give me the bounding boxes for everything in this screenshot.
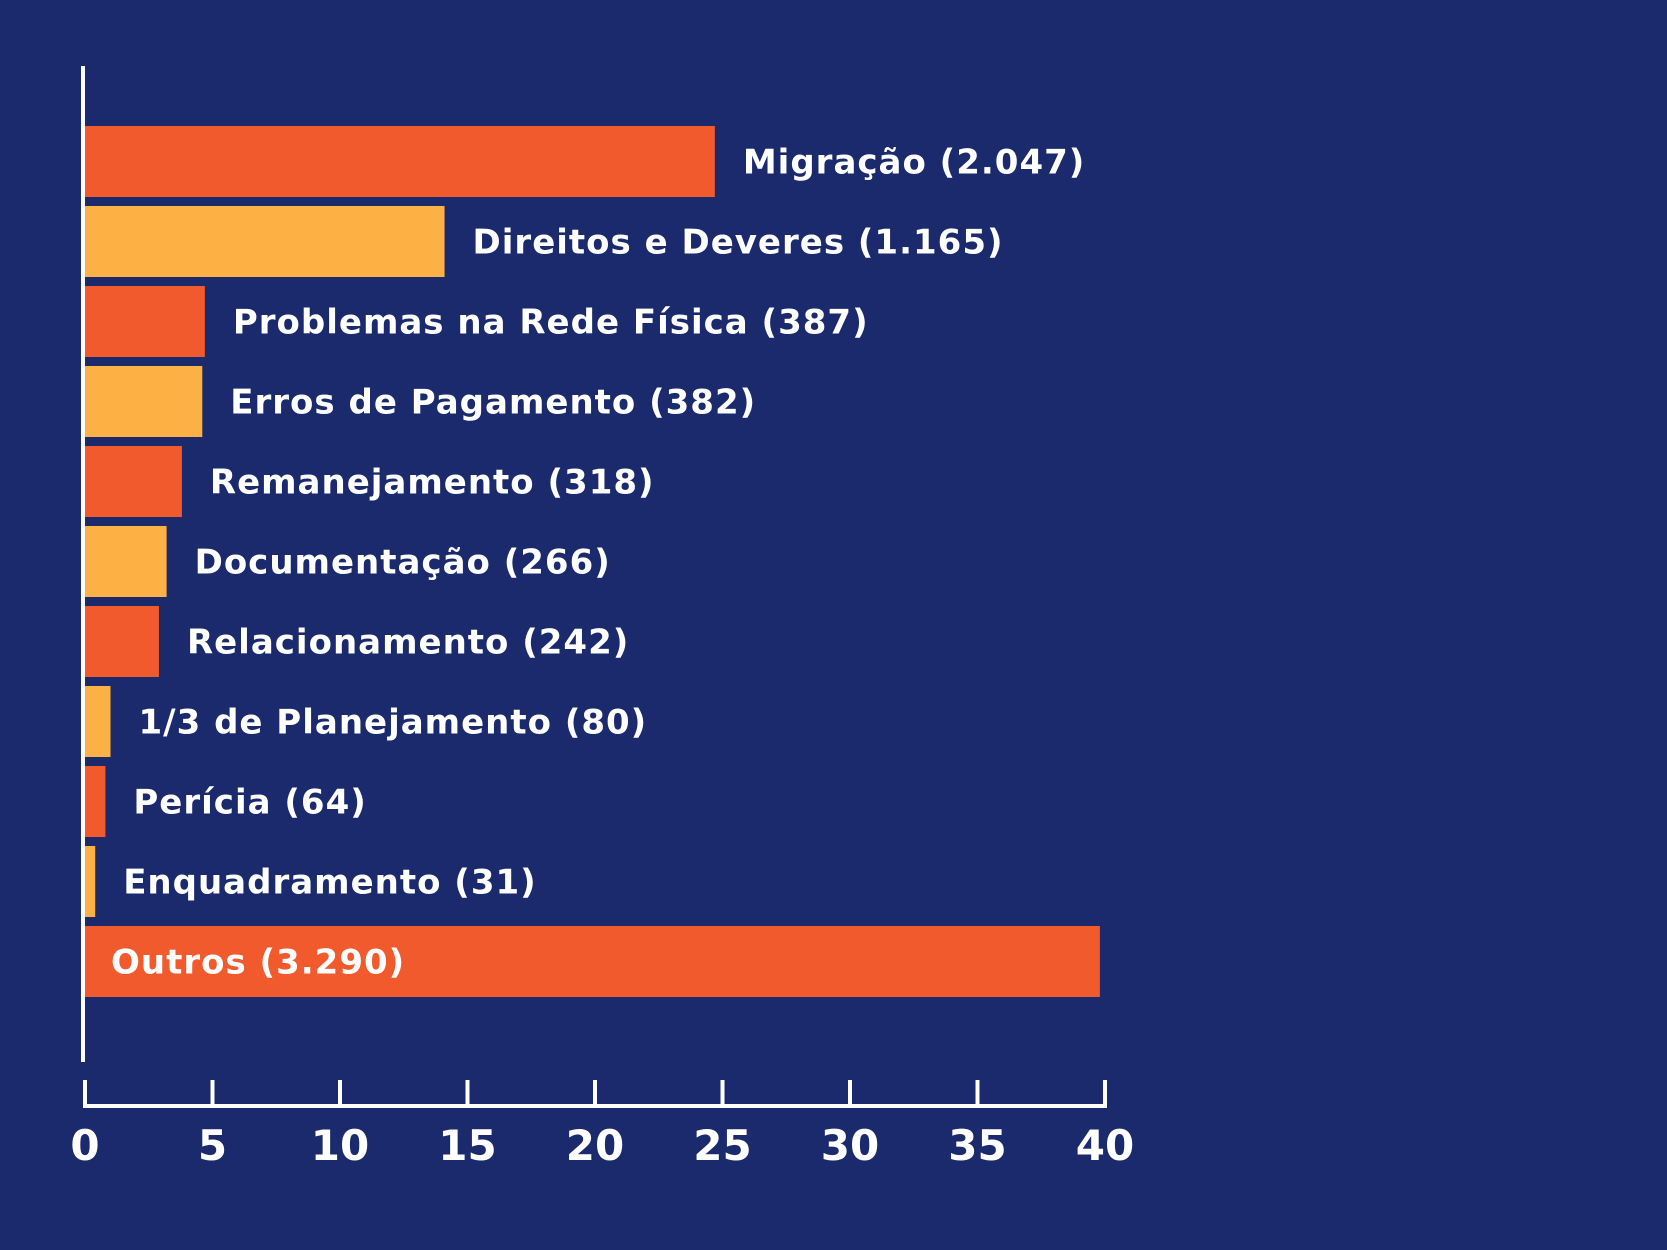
- bar: [85, 446, 182, 517]
- x-tick-label: 15: [438, 1121, 496, 1170]
- x-tick-label: 5: [198, 1121, 227, 1170]
- bar: [85, 606, 159, 677]
- x-tick-label: 0: [70, 1121, 99, 1170]
- bar-label: Perícia (64): [133, 783, 366, 823]
- x-tick-label: 30: [821, 1121, 879, 1170]
- bar-label: Erros de Pagamento (382): [230, 383, 756, 423]
- bar-label: Migração (2.047): [743, 143, 1085, 183]
- bar-label: Problemas na Rede Física (387): [233, 303, 869, 343]
- x-tick-label: 20: [566, 1121, 624, 1170]
- bar-label: Relacionamento (242): [187, 623, 629, 663]
- bar-label: 1/3 de Planejamento (80): [139, 703, 648, 743]
- bar: [85, 846, 96, 917]
- bar-label: Enquadramento (31): [123, 863, 537, 903]
- bar: [85, 526, 167, 597]
- x-tick-label: 40: [1076, 1121, 1134, 1170]
- bar-label: Remanejamento (318): [210, 463, 655, 503]
- x-tick-label: 25: [693, 1121, 751, 1170]
- x-tick-label: 35: [948, 1121, 1006, 1170]
- bar: [85, 686, 111, 757]
- bar-label: Direitos e Deveres (1.165): [473, 223, 1004, 263]
- bar-label: Outros (3.290): [111, 943, 405, 983]
- bar: [85, 206, 445, 277]
- bar: [85, 766, 106, 837]
- bar: [85, 126, 715, 197]
- bar: [85, 366, 203, 437]
- x-tick-label: 10: [311, 1121, 369, 1170]
- bar: [85, 926, 1100, 997]
- bar-label: Documentação (266): [195, 543, 611, 583]
- bar: [85, 286, 205, 357]
